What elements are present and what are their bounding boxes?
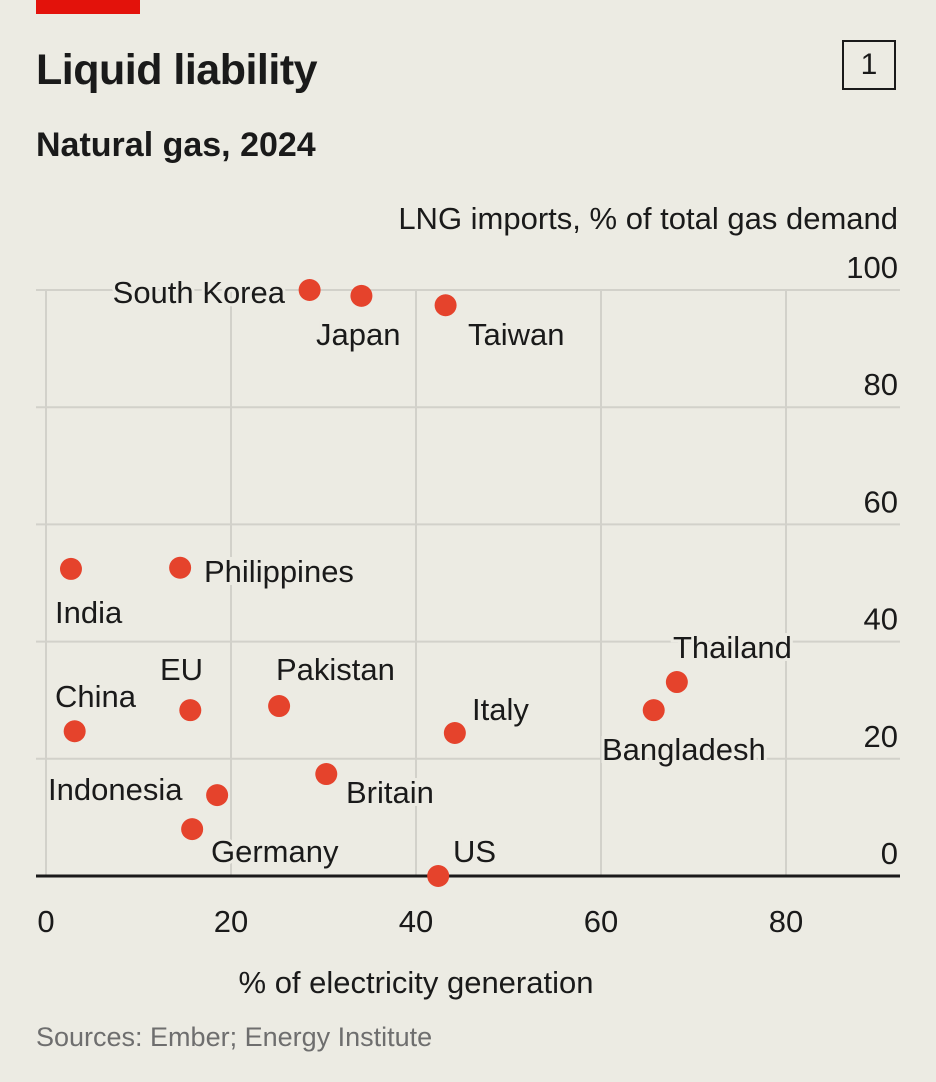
data-point-us [427, 865, 450, 887]
data-point-pakistan [268, 695, 291, 718]
point-label: China [55, 679, 137, 714]
data-point-japan [350, 284, 373, 307]
x-tick-label: 0 [37, 904, 54, 939]
point-label: Thailand [673, 630, 792, 665]
point-label: Taiwan [468, 317, 565, 352]
chart-subtitle: Natural gas, 2024 [36, 126, 316, 164]
data-point-taiwan [434, 294, 457, 317]
y-tick-label: 60 [864, 484, 898, 519]
gridlines [36, 289, 900, 878]
data-point-indonesia [206, 784, 229, 807]
chart-number-badge: 1 [842, 40, 896, 90]
data-point-india [59, 557, 82, 580]
x-axis-label: % of electricity generation [239, 965, 594, 1000]
point-label: South Korea [113, 275, 286, 310]
data-point-italy [443, 722, 466, 745]
point-label: Britain [346, 775, 434, 810]
x-tick-label: 60 [584, 904, 618, 939]
data-point-south-korea [298, 279, 321, 301]
data-point-bangladesh [642, 699, 665, 722]
y-tick-label: 20 [864, 719, 898, 754]
point-label: US [453, 834, 496, 869]
y-tick-label: 40 [864, 602, 898, 637]
point-label: Indonesia [48, 772, 183, 807]
data-point-britain [315, 763, 338, 786]
data-point-thailand [665, 671, 688, 694]
point-label: Germany [211, 834, 339, 869]
point-label: Japan [316, 317, 400, 352]
chart-title: Liquid liability [36, 46, 318, 94]
point-label: Bangladesh [602, 732, 766, 767]
x-tick-label: 40 [399, 904, 433, 939]
x-tick-label: 80 [769, 904, 803, 939]
data-point-china [63, 720, 86, 743]
point-label: India [55, 595, 123, 630]
source-note: Sources: Ember; Energy Institute [36, 1022, 433, 1052]
x-tick-label: 20 [214, 904, 248, 939]
data-point-germany [181, 818, 204, 841]
data-point-philippines [169, 556, 192, 579]
y-axis-label: LNG imports, % of total gas demand [398, 201, 898, 236]
point-label: Italy [472, 692, 529, 727]
y-tick-label: 100 [846, 250, 898, 285]
y-tick-label: 80 [864, 367, 898, 402]
y-tick-label: 0 [881, 836, 898, 871]
brand-red-bar [36, 0, 140, 14]
point-label: EU [160, 652, 203, 687]
point-label: Pakistan [276, 652, 395, 687]
data-point-eu [179, 699, 202, 722]
point-label: Philippines [204, 554, 354, 589]
